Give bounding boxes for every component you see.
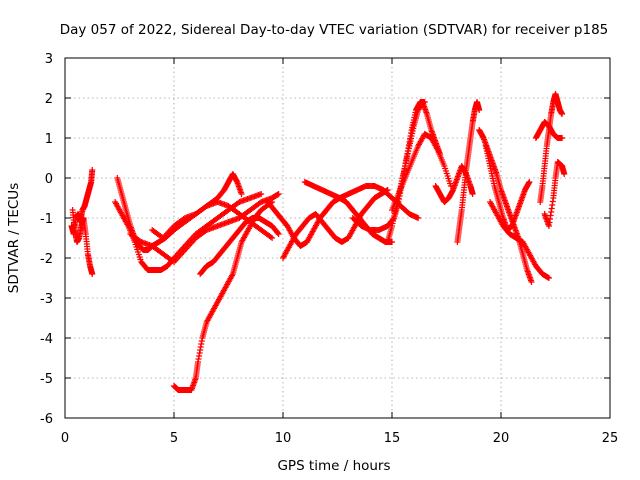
x-tick-label: 0 [61,431,69,446]
data-series [68,91,568,393]
x-tick-label: 5 [170,431,178,446]
series-arc-u [532,119,566,141]
chart-title: Day 057 of 2022, Sidereal Day-to-day VTE… [60,22,609,38]
x-axis-ticks: 0 5 10 15 20 25 [61,58,618,446]
grid-lines [65,58,610,418]
series-arc-v [541,159,568,229]
series-arc-d [112,191,265,273]
y-tick-label: -3 [40,292,53,307]
data-point-marker [545,275,552,281]
y-tick-label: -4 [40,332,53,347]
plot-frame [64,57,611,419]
data-point-marker [274,230,281,236]
y-tick-label: -2 [40,252,53,267]
x-tick-label: 25 [602,431,619,446]
data-point-marker [269,235,276,241]
series-arc-k [301,179,422,221]
series-arc-n [389,131,454,213]
series-arc-i [264,195,395,249]
data-point-marker [526,179,533,185]
y-axis-ticks: -6 -5 -4 -3 -2 -1 0 1 2 3 [40,52,610,427]
y-tick-label: -5 [40,372,53,387]
x-tick-label: 15 [384,431,401,446]
y-tick-label: -6 [40,412,53,427]
series-arc-s [487,199,552,281]
data-point-marker [561,171,568,177]
x-axis-label: GPS time / hours [277,458,390,474]
x-tick-label: 10 [275,431,292,446]
series-arc-t [537,91,566,205]
data-point-marker [238,191,245,197]
series-arc-o [432,163,476,205]
series-arc-b [69,207,96,277]
data-point-marker [275,191,282,197]
data-point-marker [89,271,96,277]
y-tick-label: -1 [40,212,53,227]
data-point-marker [267,234,274,240]
data-point-marker [415,215,422,221]
x-tick-label: 20 [493,431,510,446]
data-point-marker [559,111,566,117]
y-tick-label: 0 [45,172,53,187]
data-point-marker [275,231,282,237]
y-axis-label: SDTVAR / TECUs [6,183,22,293]
series-arc-h [197,215,282,277]
data-point-marker [528,279,535,285]
y-tick-label: 2 [45,92,53,107]
data-point-marker [476,107,483,113]
series-arc-r [482,143,533,233]
data-point-marker [258,191,265,197]
data-point-marker [89,167,96,173]
data-point-marker [559,135,566,141]
data-point-marker [469,191,476,197]
y-tick-label: 3 [45,52,53,67]
y-tick-label: 1 [45,132,53,147]
series-arc-p [454,99,483,245]
